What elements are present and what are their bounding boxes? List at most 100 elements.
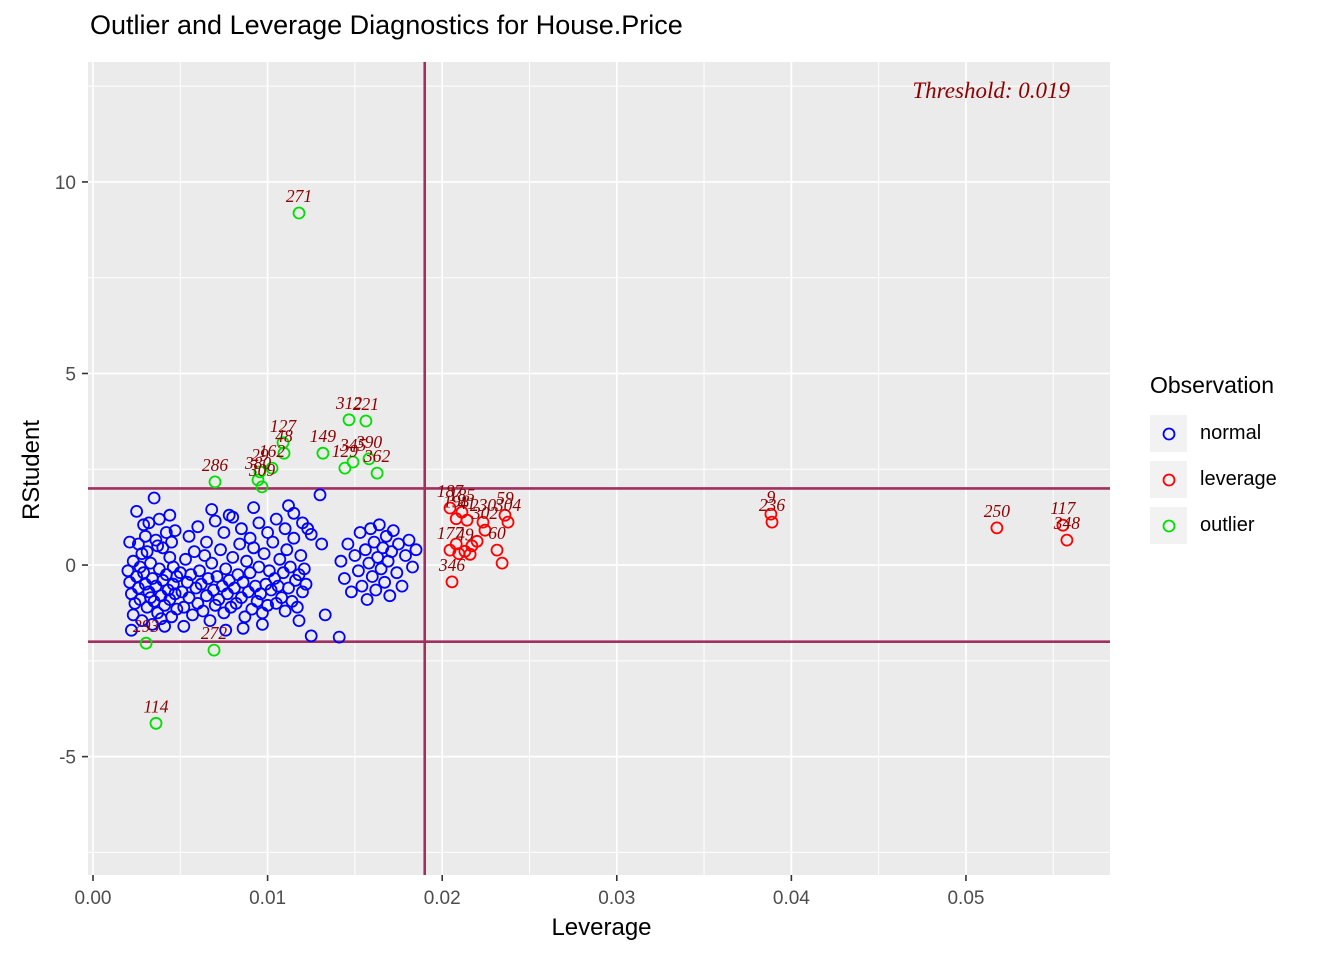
point-label: 380 — [244, 453, 272, 473]
y-tick-label: 5 — [65, 364, 76, 385]
data-point-normal — [261, 598, 275, 612]
point-label: 390 — [355, 432, 383, 452]
data-point-normal — [278, 604, 292, 618]
legend-key-leverage-icon — [1150, 461, 1187, 498]
data-point-normal — [126, 608, 140, 622]
point-label: 59 — [496, 488, 514, 508]
legend-item-normal: normal — [1150, 415, 1344, 452]
data-point-normal — [334, 554, 348, 568]
point-label: 177 — [437, 523, 465, 543]
legend-label: leverage — [1200, 468, 1277, 490]
data-point-leverage — [445, 575, 459, 589]
data-point-normal — [217, 526, 231, 539]
data-point-outlier — [292, 206, 306, 220]
data-point-normal — [236, 621, 250, 635]
data-point-normal — [360, 593, 374, 606]
x-tick-label: 0.05 — [947, 888, 984, 909]
data-point-normal — [299, 577, 313, 591]
data-point-normal — [351, 564, 365, 578]
point-label: 230 — [470, 495, 497, 515]
data-point-normal — [369, 583, 383, 597]
data-point-normal — [147, 491, 161, 505]
data-point-normal — [168, 524, 182, 537]
data-point-leverage — [1056, 518, 1070, 532]
data-point-outlier — [277, 446, 291, 460]
data-point-outlier — [342, 413, 356, 427]
data-point-normal — [261, 526, 275, 539]
data-point-normal — [203, 614, 217, 627]
point-label: 48 — [275, 426, 293, 446]
data-point-normal — [348, 549, 362, 562]
data-point-outlier — [362, 452, 376, 466]
data-point-leverage — [478, 523, 492, 537]
data-point-outlier — [359, 414, 373, 428]
x-tick-label: 0.02 — [424, 888, 461, 909]
data-point-normal — [137, 518, 151, 532]
legend-label: normal — [1200, 422, 1262, 444]
data-point-normal — [170, 602, 184, 616]
data-point-normal — [219, 562, 233, 576]
data-point-normal — [179, 552, 192, 566]
legend-item-outlier: outlier — [1150, 507, 1344, 544]
data-point-normal — [406, 560, 419, 574]
data-point-normal — [212, 593, 226, 606]
point-label: 312 — [335, 393, 363, 413]
point-label: 346 — [438, 555, 466, 575]
point-label: 271 — [286, 186, 312, 206]
point-label: 127 — [270, 416, 298, 436]
data-point-normal — [226, 551, 240, 564]
data-point-normal — [374, 562, 388, 576]
data-point-normal — [130, 504, 144, 518]
data-point-normal — [133, 560, 147, 574]
data-point-outlier — [346, 455, 360, 469]
data-point-normal — [383, 589, 397, 603]
data-point-normal — [151, 539, 165, 553]
data-point-normal — [282, 581, 295, 595]
threshold-annotation: Threshold: 0.019 — [912, 78, 1070, 103]
data-point-normal — [399, 549, 412, 562]
data-point-normal — [296, 585, 309, 599]
data-point-outlier — [316, 446, 330, 460]
data-point-leverage — [470, 534, 484, 548]
data-point-leverage — [764, 507, 778, 521]
data-point-outlier — [251, 473, 265, 487]
data-point-normal — [304, 629, 318, 643]
data-point-leverage — [501, 515, 515, 529]
data-point-normal — [219, 623, 233, 637]
data-point-normal — [255, 618, 269, 631]
x-axis-title: Leverage — [551, 914, 652, 941]
data-point-normal — [210, 570, 224, 583]
data-point-leverage — [490, 543, 504, 557]
data-point-normal — [358, 543, 372, 557]
data-point-normal — [344, 585, 358, 599]
data-point-outlier — [208, 475, 222, 489]
point-label: 362 — [363, 446, 391, 466]
data-point-normal — [367, 535, 381, 549]
data-point-normal — [273, 552, 287, 566]
point-label: 272 — [201, 623, 228, 643]
x-tick-label: 0.03 — [598, 888, 635, 909]
data-point-normal — [182, 529, 196, 543]
point-label: 293 — [133, 616, 160, 636]
data-point-normal — [378, 575, 392, 589]
point-label: 149 — [310, 426, 337, 446]
data-point-normal — [191, 520, 205, 534]
data-point-normal — [131, 537, 145, 551]
legend-circle-icon — [1162, 473, 1175, 486]
data-point-normal — [385, 545, 399, 558]
data-point-normal — [280, 543, 294, 557]
data-point-normal — [294, 549, 308, 562]
x-tick-label: 0.01 — [249, 888, 286, 909]
data-point-normal — [290, 600, 304, 614]
data-point-normal — [283, 560, 297, 574]
point-label: 286 — [202, 455, 229, 475]
data-point-normal — [269, 512, 283, 526]
legend-circle-icon — [1162, 519, 1175, 532]
data-point-normal — [208, 514, 222, 528]
data-point-normal — [264, 583, 278, 597]
data-point-normal — [124, 623, 138, 637]
data-point-leverage — [495, 556, 509, 570]
data-point-normal — [315, 537, 329, 551]
data-point-normal — [145, 618, 159, 631]
